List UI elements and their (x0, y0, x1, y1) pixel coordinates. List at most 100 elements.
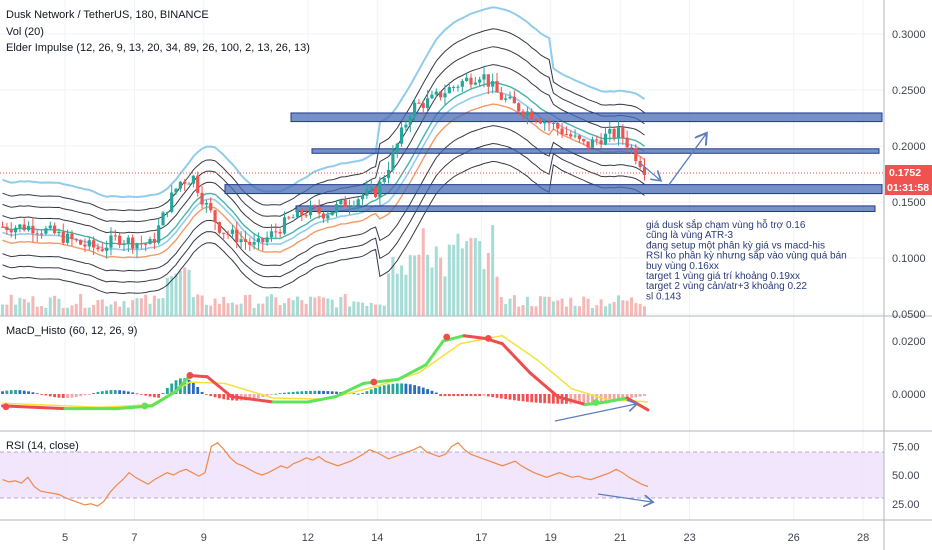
candle-body-10 (44, 228, 48, 234)
volume-bar-133 (577, 306, 581, 316)
macd-bar-109 (473, 394, 477, 397)
macd-bar-6 (27, 391, 30, 394)
volume-bar-65 (282, 303, 286, 316)
macd-bar-97 (421, 387, 425, 394)
macd-bar-49 (213, 394, 217, 398)
candle-body-102 (443, 93, 447, 98)
volume-bar-69 (300, 300, 304, 316)
candle-body-128 (556, 122, 560, 129)
candle-body-100 (434, 91, 438, 95)
candle-body-148 (642, 167, 647, 175)
volume-bar-75 (326, 298, 330, 316)
macd-bar-117 (508, 394, 512, 400)
macd-bar-126 (547, 394, 551, 404)
macd-bar-34 (148, 394, 152, 397)
annotation-line-6: target 2 vùng cản/atr+3 khoảng 0.22 (646, 281, 807, 292)
volume-bar-45 (196, 294, 200, 316)
time-tick-2: 9 (201, 532, 207, 544)
candle-body-32 (139, 243, 143, 245)
candle-body-96 (417, 102, 421, 104)
annotation-line-5: target 1 vùng giá trí khoảng 0.19xx (646, 271, 800, 282)
rsi-line (2, 442, 649, 507)
macd-bar-71 (309, 390, 312, 394)
macd-bar-82 (356, 393, 360, 395)
macd-bar-19 (83, 394, 87, 396)
macd-bar-84 (365, 391, 369, 394)
candle-body-92 (399, 127, 404, 144)
macd-line-seg-19 (528, 371, 560, 399)
time-tick-4: 14 (371, 532, 383, 544)
volume-bar-64 (278, 305, 282, 316)
rsi-divergence-arrow[interactable] (597, 493, 652, 502)
projection-arrow-down[interactable] (639, 162, 660, 180)
volume-bar-146 (634, 303, 638, 316)
macd-bar-40 (174, 380, 178, 394)
price-axis-labels: 0.3000 0.2500 0.2000 0.1500 0.1000 0.0500 0.02… (892, 29, 926, 511)
volume-bar-20 (87, 307, 91, 316)
volume-bar-12 (53, 295, 57, 316)
zone-0 (290, 112, 883, 123)
candle-body-1 (5, 226, 9, 231)
macd-bar-111 (482, 394, 486, 396)
candle-body-112 (486, 74, 490, 87)
support-resistance-zones[interactable] (224, 112, 883, 213)
macd-bar-148 (643, 394, 646, 396)
volume-bar-53 (230, 302, 234, 316)
volume-bar-11 (48, 297, 52, 316)
volume-bar-89 (387, 273, 391, 316)
candle-body-45 (196, 175, 200, 193)
candle-body-60 (261, 238, 265, 243)
volume-bar-34 (148, 303, 152, 316)
volume-bar-35 (152, 295, 156, 316)
volume-bar-142 (616, 295, 620, 316)
macd-bar-52 (226, 394, 230, 400)
volume-bar-122 (530, 306, 534, 316)
volume-bar-139 (603, 306, 607, 316)
macd-bar-134 (582, 394, 586, 404)
macd-bar-63 (274, 393, 278, 395)
volume-bar-17 (74, 303, 78, 316)
candle-body-35 (152, 239, 156, 243)
macd-bar-86 (374, 387, 377, 394)
volume-bar-57 (248, 294, 252, 316)
projection-arrow-up[interactable] (667, 134, 706, 187)
volume-bar-132 (573, 305, 577, 316)
macd-bar-100 (434, 392, 438, 394)
envelope-line-4 (2, 103, 645, 259)
volume-bar-67 (291, 300, 295, 316)
macd-divergence-arrow[interactable] (554, 404, 636, 422)
volume-bar-128 (556, 300, 560, 316)
volume-bar-93 (404, 274, 408, 316)
candle-body-7 (31, 225, 35, 234)
volume-bar-90 (391, 257, 395, 316)
macd-bar-89 (387, 384, 390, 394)
candle-body-125 (543, 121, 547, 124)
macd-bar-125 (543, 394, 547, 404)
volume-bar-79 (343, 294, 347, 316)
candle-body-56 (243, 239, 248, 242)
candle-body-76 (330, 211, 334, 216)
volume-bar-111 (482, 269, 486, 316)
candle-body-0 (0, 226, 5, 228)
volume-bar-109 (473, 238, 477, 316)
macd-bar-108 (469, 394, 473, 397)
volume-bar-120 (521, 305, 525, 316)
volume-bar-26 (113, 301, 117, 316)
candle-body-94 (408, 116, 412, 125)
volume-bar-38 (165, 277, 169, 316)
macd-cross-dot-4 (443, 333, 451, 341)
candle-body-44 (191, 175, 195, 184)
macd-bar-145 (630, 394, 633, 398)
candle-body-29 (126, 237, 130, 244)
macd-line-seg-11 (334, 381, 365, 399)
last-price-tag-text: 0.1752 (889, 167, 921, 179)
candle-body-101 (439, 91, 443, 98)
volume-bar-129 (560, 298, 564, 316)
macd-bar-132 (573, 394, 577, 404)
macd-bar-17 (74, 394, 78, 397)
volume-bar-114 (495, 276, 499, 316)
macd-bar-11 (48, 394, 52, 397)
volume-bar-94 (408, 255, 412, 316)
macd-line-seg-20 (556, 395, 587, 407)
macd-bar-114 (495, 394, 499, 398)
